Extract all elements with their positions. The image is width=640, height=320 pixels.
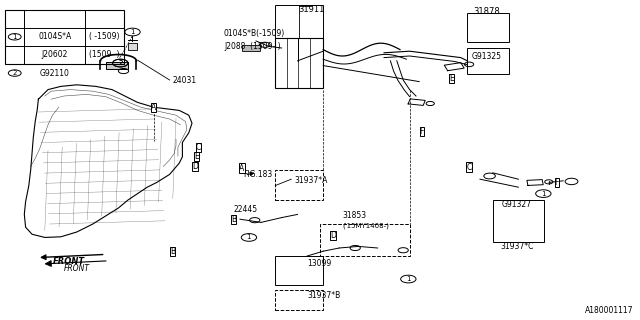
Text: J2088  (1509- ): J2088 (1509- ) [224, 42, 280, 51]
Text: J20602: J20602 [42, 51, 68, 60]
Bar [275, 256, 323, 285]
Text: E: E [194, 152, 199, 161]
Text: 31878: 31878 [473, 7, 500, 16]
Text: 1: 1 [130, 29, 135, 35]
Text: G92110: G92110 [40, 68, 70, 77]
Text: 1: 1 [12, 34, 17, 40]
Bar [467, 13, 509, 42]
Bar [106, 62, 128, 69]
Bar [128, 43, 137, 50]
Text: G91325: G91325 [472, 52, 501, 60]
Text: G91327: G91327 [502, 200, 532, 209]
Bar [275, 38, 323, 88]
Text: A180001117: A180001117 [585, 306, 634, 315]
Text: 1: 1 [541, 191, 546, 196]
Bar [275, 290, 323, 310]
Bar [467, 48, 509, 74]
Text: 31937*C: 31937*C [500, 242, 534, 251]
Text: FIG.183: FIG.183 [243, 170, 273, 179]
Bar [275, 5, 323, 38]
Text: FRONT: FRONT [53, 257, 85, 266]
Text: A: A [151, 103, 156, 112]
Text: ( -1509): ( -1509) [89, 32, 120, 41]
Text: 1: 1 [246, 235, 252, 240]
Text: E: E [449, 74, 454, 83]
Text: FRONT: FRONT [64, 264, 90, 273]
Text: B: B [231, 215, 236, 224]
Text: D: D [192, 162, 198, 171]
Text: 2: 2 [118, 60, 122, 66]
Text: 31937*A: 31937*A [294, 176, 328, 185]
Bar [320, 224, 410, 256]
Text: D: D [330, 231, 336, 240]
Bar [242, 45, 260, 51]
Text: ('15MY1408-): ('15MY1408-) [342, 222, 389, 229]
Text: 24031: 24031 [173, 76, 197, 84]
Bar [493, 200, 544, 242]
Bar [5, 10, 124, 64]
Text: F: F [555, 178, 559, 187]
Bar [275, 170, 323, 200]
Text: 0104S*A: 0104S*A [38, 32, 71, 41]
Text: 31853: 31853 [342, 212, 367, 220]
Text: 22445: 22445 [234, 205, 258, 214]
Text: C: C [196, 143, 201, 152]
Text: 2: 2 [118, 60, 122, 66]
Text: 31911: 31911 [298, 5, 325, 14]
Text: F: F [420, 127, 424, 136]
Text: 13099: 13099 [307, 260, 332, 268]
Text: A: A [239, 164, 244, 172]
Text: 31937*B: 31937*B [307, 292, 340, 300]
Text: 0104S*B(-1509): 0104S*B(-1509) [224, 29, 285, 38]
Text: B: B [170, 247, 175, 256]
Text: 2: 2 [13, 70, 17, 76]
Text: C: C [467, 163, 472, 172]
Text: (1509- ): (1509- ) [89, 51, 120, 60]
Text: 1: 1 [406, 276, 411, 282]
